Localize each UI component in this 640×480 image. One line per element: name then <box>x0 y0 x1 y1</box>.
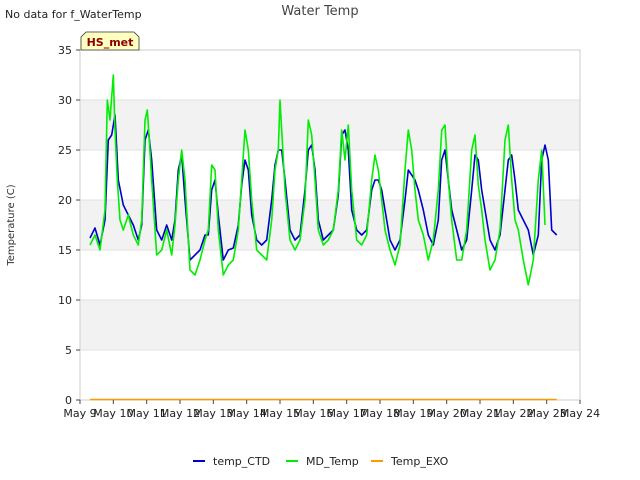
legend-label: MD_Temp <box>306 455 359 468</box>
x-tick-label: May 11 <box>127 407 167 420</box>
x-tick-label: May 16 <box>293 407 333 420</box>
x-tick-label: May 19 <box>393 407 433 420</box>
x-tick-label: May 24 <box>560 407 600 420</box>
x-tick-label: May 9 <box>63 407 96 420</box>
y-axis-label: Temperature (C) <box>6 184 17 266</box>
x-tick-label: May 17 <box>327 407 367 420</box>
x-tick-label: May 13 <box>193 407 233 420</box>
x-tick-label: May 23 <box>527 407 567 420</box>
y-tick-label: 0 <box>65 394 72 407</box>
site-badge: HS_met <box>80 31 140 51</box>
chart-title: Water Temp <box>281 4 358 19</box>
y-tick-label: 20 <box>58 194 72 207</box>
y-tick-label: 35 <box>58 44 72 57</box>
legend-item-temp-exo: Temp_EXO <box>371 455 449 468</box>
no-data-note: No data for f_WaterTemp <box>5 8 142 21</box>
x-tick-label: May 18 <box>360 407 400 420</box>
legend-label: temp_CTD <box>213 455 270 468</box>
series-line-md-temp <box>89 74 546 286</box>
site-badge-shape <box>80 31 140 51</box>
y-tick-label: 15 <box>58 244 72 257</box>
y-tick-label: 10 <box>58 294 72 307</box>
x-tick-label: May 12 <box>160 407 200 420</box>
legend: temp_CTD MD_Temp Temp_EXO <box>193 455 449 468</box>
legend-item-md-temp: MD_Temp <box>286 455 359 468</box>
band <box>80 100 580 150</box>
x-tick-label: May 10 <box>93 407 133 420</box>
x-tick-label: May 21 <box>460 407 500 420</box>
series-line-temp-ctd <box>89 114 558 261</box>
y-tick-label: 25 <box>58 144 72 157</box>
x-tick-label: May 20 <box>427 407 467 420</box>
y-tick-label: 5 <box>65 344 72 357</box>
x-tick-label: May 15 <box>260 407 300 420</box>
x-tick-label: May 22 <box>493 407 533 420</box>
band <box>80 300 580 350</box>
legend-label: Temp_EXO <box>390 455 449 468</box>
y-tick-label: 30 <box>58 94 72 107</box>
series-lines <box>89 74 558 401</box>
legend-item-temp-ctd: temp_CTD <box>193 455 270 468</box>
x-tick-label: May 14 <box>227 407 267 420</box>
site-badge-label: HS_met <box>87 36 134 49</box>
y-axis-ticks: 0 5 10 15 20 25 30 35 <box>58 44 80 407</box>
